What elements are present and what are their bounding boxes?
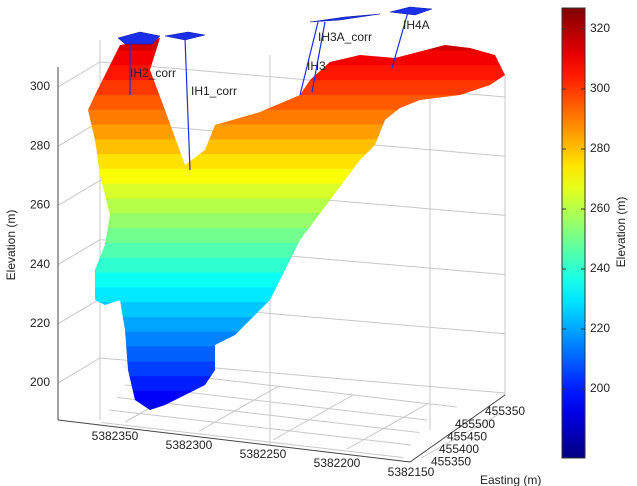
colorbar-tick-label: 200 <box>590 381 610 395</box>
surface-band <box>88 346 505 362</box>
borehole-line <box>391 11 409 69</box>
y-axis <box>57 419 411 463</box>
surface-band <box>88 109 505 125</box>
surface-band <box>88 79 505 95</box>
colorbar-tick-label: 280 <box>590 141 610 155</box>
x-tick-label: 455500 <box>455 417 495 431</box>
collar <box>117 31 161 45</box>
surface-band <box>88 124 505 140</box>
y-tick-label: 5382300 <box>166 438 213 452</box>
y-tick-label: 5382200 <box>314 456 361 470</box>
x-tick-label: 455400 <box>439 442 479 456</box>
x-tick-label: 455350 <box>431 455 471 469</box>
x-tick-label: 455450 <box>447 430 487 444</box>
surface-band <box>88 360 505 377</box>
grid-line <box>272 394 354 441</box>
surface-band <box>88 212 505 229</box>
grid-line <box>100 422 404 458</box>
surface-band <box>88 242 505 258</box>
colorbar-tick-label: 260 <box>590 201 610 215</box>
borehole-label: IH4A <box>403 18 430 32</box>
surface-band <box>88 331 505 347</box>
colorbar-tick-label: 240 <box>590 261 610 275</box>
colorbar-tick-label: 220 <box>590 321 610 335</box>
colorbar-tick-label: 300 <box>590 81 610 95</box>
y-tick-label: 5382250 <box>240 447 287 461</box>
borehole-line <box>184 37 191 171</box>
surface-band <box>88 64 505 81</box>
collar <box>309 13 381 23</box>
surface-band <box>88 286 505 303</box>
borehole-line <box>311 21 326 93</box>
surface <box>88 38 505 410</box>
y-tick-label: 5382150 <box>388 465 435 479</box>
z-axis-label: Elevation (m) <box>4 210 18 281</box>
borehole-label: IH1_corr <box>191 84 237 98</box>
surface-band <box>88 390 505 406</box>
surface-band <box>88 227 505 243</box>
grid-line <box>420 412 502 459</box>
grid-line <box>57 179 506 216</box>
borehole-line <box>299 21 319 96</box>
boreholes <box>117 6 433 171</box>
z-tick-label: 200 <box>30 375 50 389</box>
grid-line <box>108 409 412 446</box>
z-tick-label: 240 <box>30 257 50 271</box>
colorbar-tick-label: 320 <box>590 21 610 35</box>
y-tick-label: 5382350 <box>92 429 139 443</box>
surface-band <box>88 183 505 199</box>
collar <box>164 31 206 41</box>
grid-line <box>198 385 280 432</box>
x-axis <box>409 394 506 463</box>
x-axis-label: Easting (m) <box>480 473 541 486</box>
surface-band <box>88 301 505 317</box>
surface-band <box>88 153 505 169</box>
z-tick-label: 280 <box>30 138 50 152</box>
grid-line <box>57 239 506 276</box>
z-tick-label: 220 <box>30 316 50 330</box>
z-tick-label: 300 <box>30 79 50 93</box>
borehole-label: IH2_corr <box>130 66 176 80</box>
borehole-label: IH3 <box>307 59 326 73</box>
borehole-label: IH3A_corr <box>318 30 372 44</box>
collar <box>389 6 433 16</box>
surface-band <box>88 405 505 410</box>
colorbar-label: Elevation (m) <box>614 197 628 268</box>
z-tick-label: 260 <box>30 198 50 212</box>
colorbar <box>561 7 586 459</box>
surface-band <box>88 272 505 288</box>
x-tick-label: 455350 <box>485 404 525 418</box>
surface-band <box>88 50 505 66</box>
grid-line <box>346 403 428 450</box>
surface-band <box>88 168 505 184</box>
grid-line <box>57 357 506 394</box>
surface-band <box>88 94 505 110</box>
